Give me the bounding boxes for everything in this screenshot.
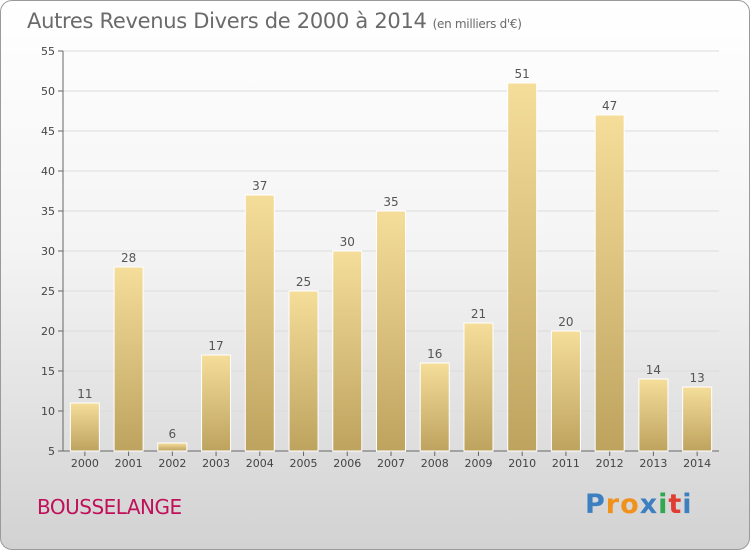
axes: 5 10 15 20 25 30 35 40 45 50 55 2000 2001 2002 2003 200…: [41, 45, 719, 470]
bar: [507, 82, 538, 452]
y-tick-label: 50: [41, 85, 55, 98]
bar: [682, 386, 713, 452]
data-label: 14: [646, 363, 661, 377]
data-label: 20: [558, 315, 573, 329]
x-tick-label: 2007: [377, 457, 405, 470]
x-tick-label: 2006: [333, 457, 361, 470]
data-label: 47: [602, 99, 617, 113]
y-tick-label: 5: [48, 445, 55, 458]
bar: [638, 378, 669, 452]
logo-letter: i: [682, 489, 693, 520]
bar: [376, 210, 406, 452]
data-label: 37: [252, 179, 267, 193]
y-tick-label: 45: [41, 125, 55, 138]
x-tick-label: 2012: [596, 457, 624, 470]
x-tick-label: 2010: [508, 457, 536, 470]
y-tick-label: 20: [41, 325, 55, 338]
x-tick-label: 2008: [421, 457, 449, 470]
y-tick-label: 55: [41, 45, 55, 58]
bar: [113, 266, 144, 452]
bar: [201, 354, 232, 452]
y-tick-label: 25: [41, 285, 55, 298]
logo-letter: P: [585, 489, 606, 520]
data-label: 51: [515, 67, 530, 81]
x-tick-label: 2011: [552, 457, 580, 470]
y-tick-label: 10: [41, 405, 55, 418]
bar: [463, 322, 494, 452]
data-label: 11: [77, 387, 92, 401]
y-tick-label: 30: [41, 245, 55, 258]
chart-title: Autres Revenus Divers de 2000 à 2014 (en …: [27, 9, 522, 33]
data-label: 17: [208, 339, 223, 353]
x-tick-label: 2009: [464, 457, 492, 470]
data-labels: 11 28 6 17 37 25 30 35 16 21 51 20 47 14 13: [77, 67, 705, 441]
data-label: 16: [427, 347, 442, 361]
chart-title-text: Autres Revenus Divers de 2000 à 2014: [27, 9, 427, 33]
x-tick-label: 2001: [115, 457, 143, 470]
data-label: 13: [689, 371, 704, 385]
bar: [157, 442, 188, 452]
y-tick-label: 35: [41, 205, 55, 218]
logo-letter: i: [658, 489, 669, 520]
bar: [69, 402, 100, 452]
x-tick-label: 2004: [246, 457, 274, 470]
bar: [332, 250, 363, 452]
data-label: 21: [471, 307, 486, 321]
x-tick-label: 2005: [290, 457, 318, 470]
y-tick-label: 40: [41, 165, 55, 178]
data-label: 30: [340, 235, 355, 249]
x-tick-label: 2003: [202, 457, 230, 470]
bar: [419, 362, 450, 452]
data-label: 35: [383, 195, 398, 209]
y-tick-label: 15: [41, 365, 55, 378]
bar: [594, 114, 625, 452]
data-label: 28: [121, 251, 136, 265]
bar: [244, 194, 275, 452]
bar: [288, 290, 319, 452]
logo-letter: t: [668, 489, 683, 520]
x-tick-label: 2000: [71, 457, 99, 470]
chart-subtitle: (en milliers d'€): [432, 17, 522, 31]
logo-letter: x: [639, 489, 659, 520]
logo-letter: r: [605, 489, 621, 520]
x-tick-label: 2014: [683, 457, 711, 470]
bars: [69, 82, 713, 452]
logo-letter: o: [620, 489, 640, 520]
proxiti-logo: Proxiti: [585, 489, 693, 520]
bar: [550, 330, 581, 452]
x-tick-label: 2013: [639, 457, 667, 470]
commune-name: BOUSSELANGE: [37, 495, 182, 519]
data-label: 6: [169, 427, 177, 441]
data-label: 25: [296, 275, 311, 289]
x-tick-label: 2002: [158, 457, 186, 470]
